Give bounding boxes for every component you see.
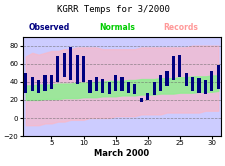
- Bar: [62, 53, 66, 77]
- Bar: [88, 80, 91, 93]
- Bar: [120, 77, 123, 91]
- X-axis label: March 2000: March 2000: [94, 149, 149, 158]
- Bar: [75, 55, 78, 84]
- Bar: [133, 84, 136, 94]
- Bar: [37, 80, 40, 93]
- Bar: [158, 75, 161, 91]
- Text: Observed: Observed: [29, 23, 70, 32]
- Bar: [190, 77, 193, 91]
- Bar: [24, 73, 27, 93]
- Bar: [43, 76, 46, 91]
- Bar: [114, 76, 117, 91]
- Bar: [101, 79, 104, 93]
- Bar: [50, 75, 53, 89]
- Bar: [209, 71, 213, 91]
- Bar: [82, 56, 85, 82]
- Bar: [69, 47, 72, 80]
- Bar: [203, 80, 206, 94]
- Bar: [171, 56, 174, 80]
- Bar: [165, 71, 168, 86]
- Bar: [216, 66, 219, 89]
- Bar: [107, 82, 110, 94]
- Bar: [152, 82, 155, 95]
- Bar: [126, 82, 129, 93]
- Bar: [177, 55, 181, 77]
- Bar: [94, 77, 98, 91]
- Bar: [56, 56, 59, 82]
- Bar: [197, 78, 200, 93]
- Bar: [139, 98, 142, 102]
- Bar: [30, 77, 34, 91]
- Bar: [184, 73, 187, 86]
- Text: Normals: Normals: [99, 23, 135, 32]
- Text: KGRR Temps for 3/2000: KGRR Temps for 3/2000: [56, 5, 169, 14]
- Bar: [145, 93, 149, 100]
- Text: Records: Records: [163, 23, 197, 32]
